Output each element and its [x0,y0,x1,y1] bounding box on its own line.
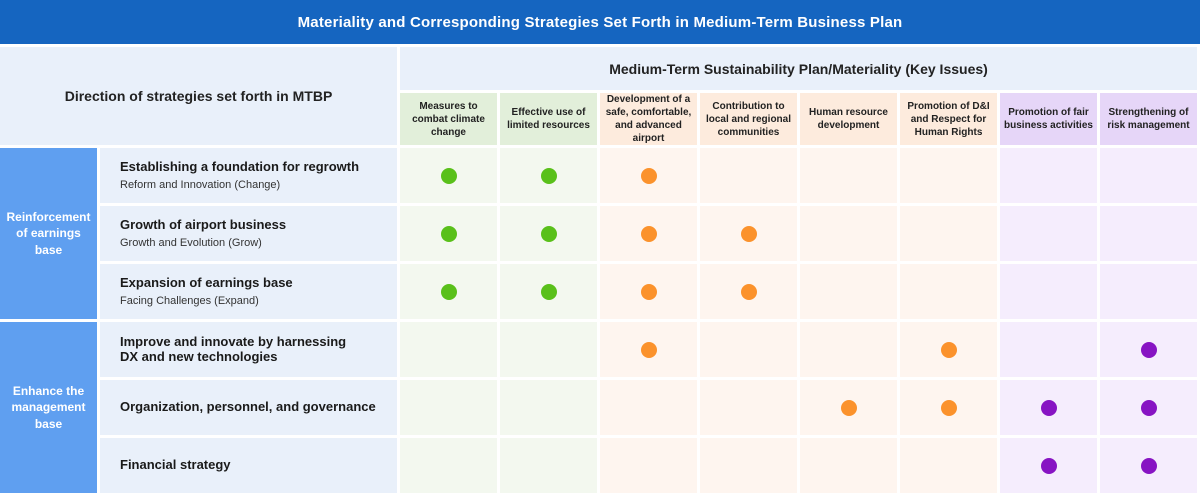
strategy-cell: Growth of airport business Growth and Evo… [100,206,397,261]
strategy-subtitle: Facing Challenges (Expand) [120,295,259,308]
relevance-dot-icon [940,399,957,416]
issue-header: Promotion of fair business activities [1000,93,1097,145]
relevance-dot-icon [440,283,457,300]
issue-header: Measures to combat climate change [400,93,497,145]
matrix-cell [500,438,597,493]
relevance-dot-icon [440,225,457,242]
matrix-cell [700,264,797,319]
matrix-cell [800,322,897,377]
matrix-cell [1000,206,1097,261]
relevance-dot-icon [540,283,557,300]
matrix-cell [600,380,697,435]
strategy-group: Reinforcement of earnings base [0,148,97,319]
strategy-cell: Financial strategy [100,438,397,493]
strategy-cell: Improve and innovate by harnessing DX an… [100,322,397,377]
matrix-cell [400,322,497,377]
matrix-cell [800,380,897,435]
matrix-cell [700,322,797,377]
matrix-cell [1100,206,1197,261]
relevance-dot-icon [640,167,657,184]
matrix-cell [1000,438,1097,493]
issue-header: Human resource development [800,93,897,145]
relevance-dot-icon [740,283,757,300]
matrix-cell [500,206,597,261]
strategy-subtitle: Growth and Evolution (Grow) [120,237,262,250]
strategy-direction-header: Direction of strategies set forth in MTB… [0,47,397,145]
page-title: Materiality and Corresponding Strategies… [0,0,1200,44]
strategy-title: Organization, personnel, and governance [120,399,376,415]
matrix-cell [600,148,697,203]
relevance-dot-icon [640,225,657,242]
matrix-cell [1100,148,1197,203]
matrix-cell [1100,322,1197,377]
strategy-title: Financial strategy [120,457,231,473]
strategy-cell: Organization, personnel, and governance [100,380,397,435]
relevance-dot-icon [1140,457,1157,474]
strategy-cell: Expansion of earnings base Facing Challen… [100,264,397,319]
matrix-cell [400,206,497,261]
issue-header: Strengthening of risk management [1100,93,1197,145]
relevance-dot-icon [1040,399,1057,416]
strategy-group: Enhance the management base [0,322,97,493]
matrix-cell [800,206,897,261]
issue-header: Development of a safe, comfortable, and … [600,93,697,145]
relevance-dot-icon [1140,341,1157,358]
relevance-dot-icon [540,167,557,184]
relevance-dot-icon [1140,399,1157,416]
matrix-cell [400,380,497,435]
matrix-cell [1000,148,1097,203]
matrix-cell [1100,438,1197,493]
matrix-cell [400,438,497,493]
relevance-dot-icon [1040,457,1057,474]
relevance-dot-icon [640,341,657,358]
issue-header: Effective use of limited resources [500,93,597,145]
relevance-dot-icon [640,283,657,300]
strategy-title: Improve and innovate by harnessing DX an… [120,334,347,364]
matrix-cell [400,148,497,203]
matrix-cell [700,380,797,435]
matrix-cell [600,322,697,377]
matrix-cell [1000,380,1097,435]
matrix-cell [600,264,697,319]
matrix-cell [1100,380,1197,435]
relevance-dot-icon [540,225,557,242]
relevance-dot-icon [940,341,957,358]
matrix-cell [900,264,997,319]
issue-header: Contribution to local and regional commu… [700,93,797,145]
matrix-cell [1000,322,1097,377]
matrix-cell [800,264,897,319]
matrix-cell [700,438,797,493]
issue-header: Promotion of D&I and Respect for Human R… [900,93,997,145]
matrix-cell [900,322,997,377]
matrix-cell [800,438,897,493]
matrix-cell [600,438,697,493]
matrix-cell [700,148,797,203]
strategy-title: Establishing a foundation for regrowth [120,158,360,174]
matrix-cell [500,264,597,319]
relevance-dot-icon [440,167,457,184]
matrix-cell [500,322,597,377]
strategy-cell: Establishing a foundation for regrowth Re… [100,148,397,203]
matrix-cell [900,148,997,203]
materiality-matrix: Direction of strategies set forth in MTB… [0,47,1200,496]
materiality-header: Medium-Term Sustainability Plan/Material… [400,47,1197,90]
matrix-cell [800,148,897,203]
matrix-cell [1100,264,1197,319]
matrix-cell [600,206,697,261]
matrix-cell [500,148,597,203]
matrix-cell [400,264,497,319]
relevance-dot-icon [740,225,757,242]
strategy-title: Growth of airport business [120,216,287,232]
matrix-cell [1000,264,1097,319]
matrix-cell [900,380,997,435]
strategy-subtitle: Reform and Innovation (Change) [120,179,281,192]
relevance-dot-icon [840,399,857,416]
matrix-cell [900,206,997,261]
matrix-cell [700,206,797,261]
matrix-cell [500,380,597,435]
strategy-title: Expansion of earnings base [120,274,293,290]
matrix-cell [900,438,997,493]
